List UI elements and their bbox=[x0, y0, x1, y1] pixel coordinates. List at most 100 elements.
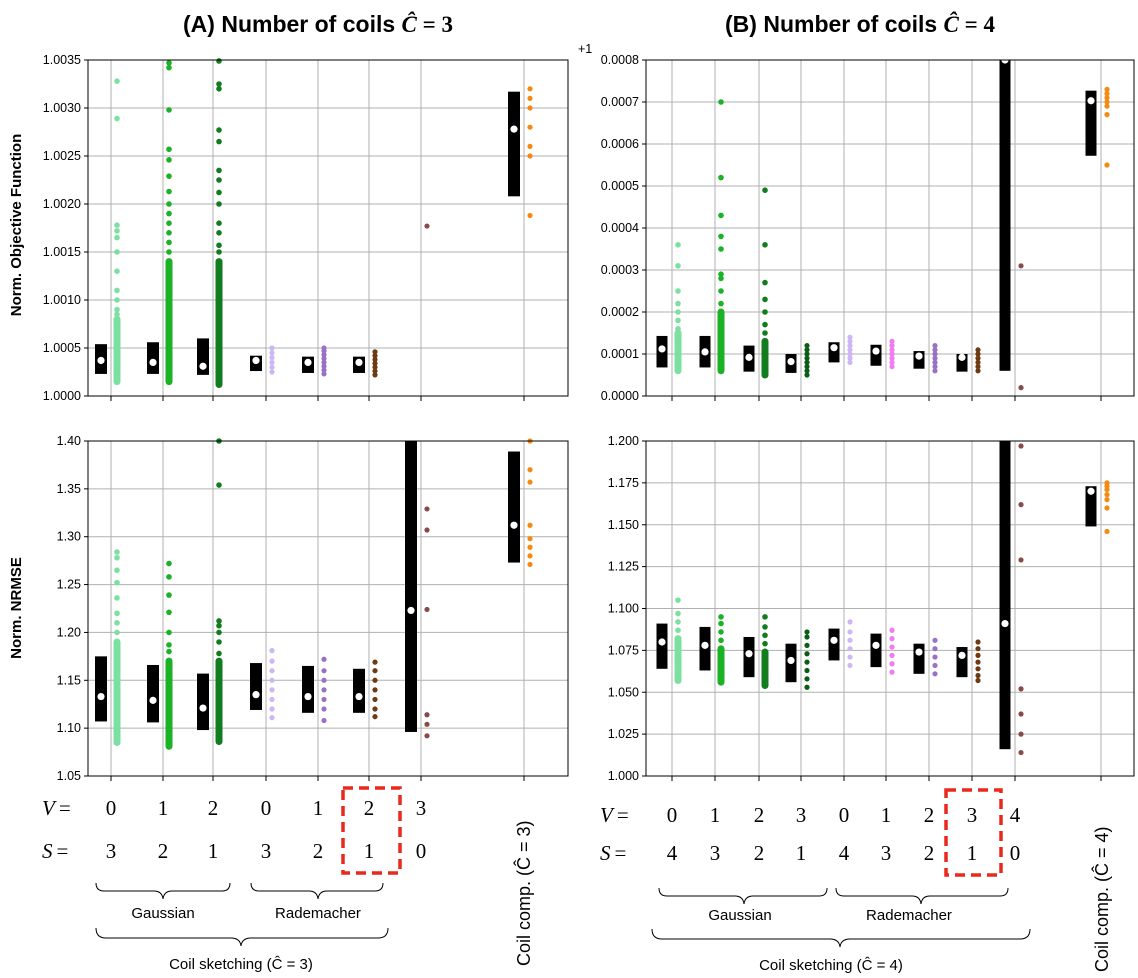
data-point bbox=[321, 687, 327, 693]
s-value: 3 bbox=[261, 839, 272, 863]
data-point bbox=[1018, 557, 1024, 563]
data-point bbox=[889, 627, 895, 633]
data-point bbox=[1018, 443, 1024, 449]
data-point bbox=[166, 374, 172, 380]
data-point bbox=[372, 677, 378, 683]
data-point bbox=[527, 86, 533, 92]
data-point bbox=[114, 706, 120, 712]
median-marker bbox=[97, 356, 105, 365]
data-point bbox=[166, 210, 172, 217]
data-point bbox=[847, 654, 853, 660]
median-marker bbox=[252, 356, 260, 365]
data-point bbox=[675, 338, 681, 345]
data-point bbox=[424, 733, 430, 739]
v-value: 4 bbox=[1010, 803, 1021, 827]
data-point bbox=[216, 658, 222, 664]
data-point bbox=[166, 677, 172, 684]
data-point bbox=[166, 648, 172, 655]
data-point bbox=[675, 644, 681, 650]
data-point bbox=[527, 143, 533, 149]
median-marker bbox=[745, 650, 753, 658]
data-point bbox=[114, 249, 120, 255]
data-point bbox=[975, 639, 981, 645]
s-value: 2 bbox=[924, 841, 935, 865]
data-point bbox=[718, 359, 724, 366]
median-marker bbox=[701, 348, 709, 356]
plot-marks bbox=[95, 438, 533, 750]
data-point bbox=[114, 554, 120, 561]
y-tick-label: 0.0008 bbox=[601, 53, 639, 67]
data-point bbox=[216, 687, 222, 693]
s-value: 4 bbox=[839, 841, 850, 865]
group-label-gaussian-b: Gaussian bbox=[708, 907, 771, 924]
axes-frame bbox=[87, 440, 569, 777]
y-tick-label: 0.0003 bbox=[601, 263, 639, 277]
data-point bbox=[762, 614, 768, 620]
data-point bbox=[216, 725, 222, 731]
data-point bbox=[675, 355, 681, 362]
data-point bbox=[114, 374, 120, 380]
s-value: 2 bbox=[313, 839, 324, 863]
median-marker bbox=[915, 352, 923, 360]
data-point bbox=[166, 369, 172, 375]
data-point bbox=[932, 671, 938, 677]
v-value: 2 bbox=[208, 796, 219, 820]
data-point bbox=[321, 668, 327, 674]
ylabel-nrmse: Norm. NRMSE bbox=[8, 557, 25, 659]
data-point bbox=[372, 360, 378, 366]
data-point bbox=[675, 660, 681, 667]
s-value: 1 bbox=[208, 839, 219, 863]
data-point bbox=[718, 246, 724, 252]
data-point bbox=[527, 553, 533, 559]
data-point bbox=[718, 342, 724, 349]
data-point bbox=[932, 355, 938, 361]
data-point bbox=[166, 60, 172, 66]
brace-rademacher-b bbox=[835, 887, 1009, 905]
data-point bbox=[762, 682, 768, 689]
panel-a-top: 1.0000 1.0005 1.0010 1.0015 1.0020 1.0025 1.00… bbox=[43, 53, 569, 403]
data-point bbox=[321, 355, 327, 362]
data-point bbox=[675, 363, 681, 370]
data-point bbox=[216, 639, 222, 645]
plot-marks bbox=[656, 56, 1110, 391]
data-point bbox=[114, 610, 120, 617]
v-row-label-b: V = bbox=[600, 803, 629, 827]
y-tick-label: 0.0002 bbox=[601, 305, 639, 319]
data-point bbox=[216, 138, 222, 145]
data-point bbox=[216, 696, 222, 703]
data-point bbox=[114, 715, 120, 722]
data-point bbox=[321, 706, 327, 712]
data-point bbox=[718, 300, 724, 307]
y-tick-label: 1.0005 bbox=[43, 341, 81, 355]
v-value: 0 bbox=[839, 803, 850, 827]
median-marker bbox=[355, 692, 363, 701]
median-marker bbox=[199, 362, 207, 370]
data-point bbox=[372, 714, 378, 720]
median-marker bbox=[958, 651, 966, 660]
data-point bbox=[372, 696, 378, 703]
data-point bbox=[321, 656, 327, 662]
box-iqr bbox=[999, 441, 1011, 750]
data-point bbox=[847, 355, 853, 361]
data-point bbox=[166, 667, 172, 674]
data-point bbox=[675, 610, 681, 617]
data-point bbox=[1104, 505, 1110, 511]
data-point bbox=[372, 687, 378, 693]
data-point bbox=[216, 278, 222, 284]
v-value: 2 bbox=[924, 803, 935, 827]
data-point bbox=[166, 287, 172, 294]
data-point bbox=[762, 342, 768, 349]
data-point bbox=[216, 316, 222, 323]
plot-marks bbox=[656, 441, 1110, 756]
y-tick-label: 1.35 bbox=[57, 482, 81, 496]
data-point bbox=[718, 99, 724, 105]
median-marker bbox=[787, 656, 795, 665]
data-point bbox=[321, 345, 327, 351]
data-point bbox=[216, 258, 222, 265]
data-point bbox=[114, 725, 120, 731]
data-point bbox=[216, 618, 222, 624]
offset-label: +1 bbox=[578, 42, 592, 56]
coil-comp-label-a: Coil comp. (Ĉ = 3) bbox=[513, 820, 534, 966]
data-point bbox=[114, 335, 120, 342]
